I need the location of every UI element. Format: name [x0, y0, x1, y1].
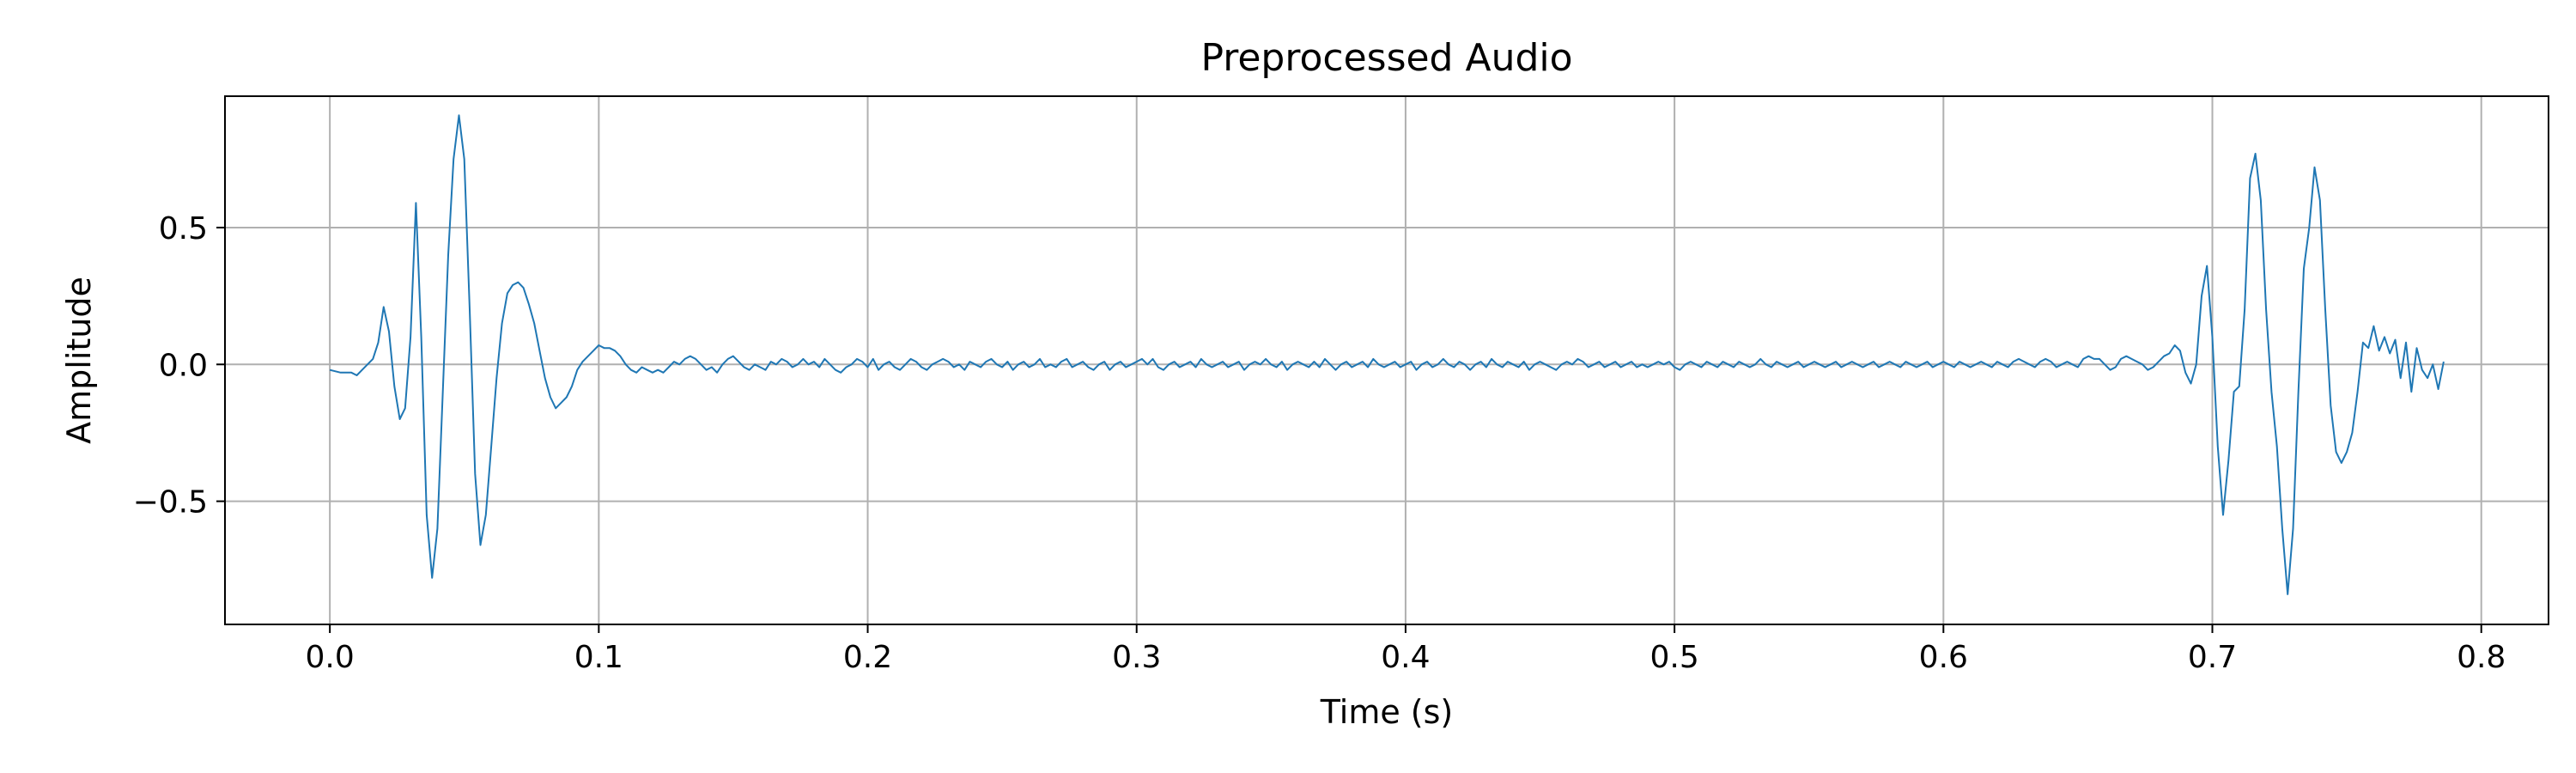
y-tick-label: −0.5: [133, 485, 208, 520]
x-tick-label: 0.4: [1381, 640, 1430, 675]
x-axis-label: Time (s): [1320, 693, 1454, 731]
x-tick-label: 0.7: [2188, 640, 2237, 675]
chart-title: Preprocessed Audio: [1200, 36, 1572, 80]
x-tick-label: 0.2: [843, 640, 892, 675]
y-axis: 0.5 0.0 −0.5: [133, 211, 225, 520]
waveform-line: [329, 114, 2445, 595]
grid: [225, 96, 2549, 624]
x-axis: 0.0 0.1 0.2 0.3 0.4 0.5 0.6 0.7 0.8: [306, 624, 2506, 675]
series-layer: [329, 114, 2445, 595]
x-tick-label: 0.6: [1919, 640, 1968, 675]
plot-area-frame: [224, 95, 2549, 625]
y-tick-label: 0.0: [159, 348, 208, 383]
x-tick-label: 0.1: [574, 640, 623, 675]
x-tick-label: 0.8: [2457, 640, 2506, 675]
y-axis-label: Amplitude: [60, 277, 98, 444]
x-tick-label: 0.5: [1649, 640, 1698, 675]
x-tick-label: 0.3: [1112, 640, 1161, 675]
y-tick-label: 0.5: [159, 211, 208, 247]
x-tick-label: 0.0: [306, 640, 355, 675]
